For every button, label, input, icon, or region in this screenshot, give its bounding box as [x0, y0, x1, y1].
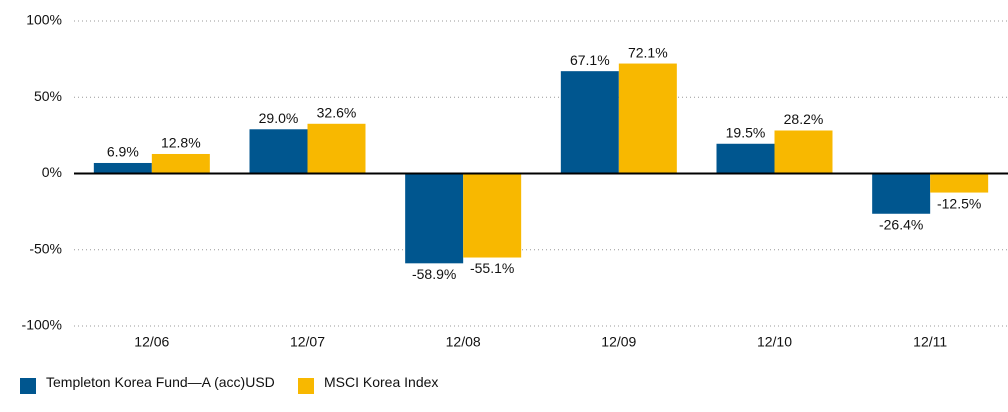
value-label: 28.2% [784, 111, 824, 127]
bar [93, 162, 152, 174]
bar [930, 173, 989, 193]
y-tick-label: -100% [22, 317, 62, 333]
legend: Templeton Korea Fund—A (acc)USD MSCI Kore… [20, 372, 524, 394]
x-tick-label: 12/06 [134, 334, 169, 350]
value-label: 12.8% [161, 135, 201, 151]
y-tick-label: -50% [29, 240, 62, 256]
x-tick-label: 12/07 [290, 334, 325, 350]
bar [151, 153, 210, 174]
x-tick-label: 12/09 [601, 334, 636, 350]
chart: -100% -50% 0% 50% 100% 12/06 6.9% 12.8% 12/07 29.… [22, 12, 1008, 350]
y-tick-label: 50% [34, 88, 62, 104]
legend-swatch [298, 378, 314, 394]
value-label: 67.1% [570, 52, 610, 68]
bar [774, 130, 833, 174]
x-tick-label: 12/11 [913, 334, 947, 350]
legend-item: MSCI Korea Index [298, 372, 524, 394]
x-tick-label: 12/10 [757, 334, 792, 350]
value-label: 6.9% [107, 144, 139, 160]
value-label: 19.5% [726, 124, 766, 140]
legend-label: Templeton Korea Fund—A (acc)USD [46, 374, 275, 390]
bar [560, 71, 619, 174]
legend-item: Templeton Korea Fund—A (acc)USD [20, 372, 276, 394]
value-label: 72.1% [628, 44, 668, 60]
value-label: -12.5% [937, 195, 981, 211]
bar [463, 173, 522, 258]
bar [307, 123, 366, 174]
value-label: -26.4% [879, 216, 923, 232]
bar [405, 173, 464, 264]
value-label: -55.1% [470, 260, 514, 276]
bar [618, 63, 677, 174]
bar [249, 129, 308, 174]
y-tick-label: 0% [42, 164, 62, 180]
x-tick-label: 12/08 [446, 334, 481, 350]
bar [716, 143, 775, 174]
y-tick-label: 100% [26, 12, 62, 28]
value-label: 32.6% [317, 104, 357, 120]
value-label: 29.0% [259, 110, 299, 126]
legend-swatch [20, 378, 36, 394]
value-label: -58.9% [412, 266, 456, 282]
legend-label: MSCI Korea Index [324, 374, 439, 390]
bar [872, 173, 931, 214]
